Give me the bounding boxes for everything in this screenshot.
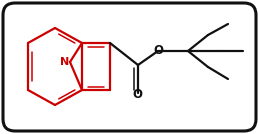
FancyBboxPatch shape [3,3,256,131]
Text: O: O [153,44,163,57]
Text: N: N [60,57,70,67]
Text: O: O [132,88,142,100]
